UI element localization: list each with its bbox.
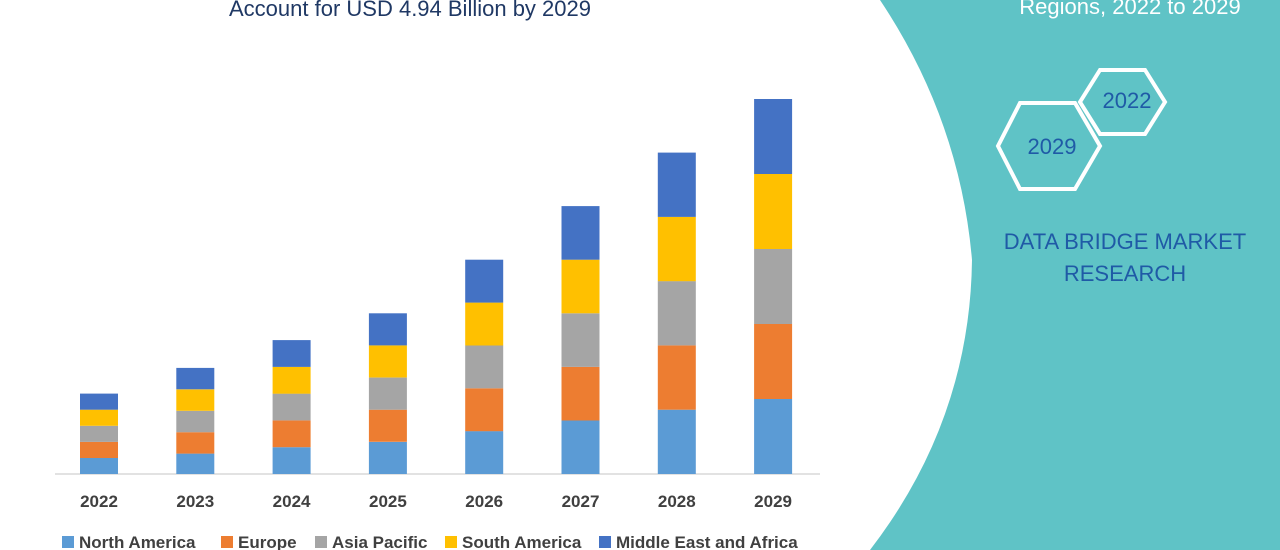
bar-segment-2025-south-america [368, 345, 407, 378]
bar-segment-2026-asia-pacific [465, 345, 504, 389]
bar-segment-2023-south-america [176, 389, 215, 411]
side-panel-title: Regions, 2022 to 2029 [1019, 0, 1241, 19]
bar-segment-2029-north-america [754, 399, 793, 474]
hexagon-2022 [1077, 68, 1168, 136]
legend-swatch-south-america [445, 536, 457, 548]
legend-label-middle-east-and-africa: Middle East and Africa [616, 533, 798, 550]
bar-segment-2022-middle-east-and-africa [80, 393, 118, 410]
bar-segment-2023-europe [176, 432, 215, 454]
bar-segment-2028-middle-east-and-africa [657, 152, 696, 217]
bar-segment-2022-europe [80, 441, 118, 458]
teal-side-panel [870, 0, 1280, 550]
bar-segment-2027-north-america [561, 420, 600, 474]
bar-segment-2026-south-america [465, 302, 504, 346]
bar-segment-2023-middle-east-and-africa [176, 367, 215, 390]
legend-swatch-asia-pacific [315, 536, 327, 548]
x-tick-2024: 2024 [273, 492, 311, 511]
bar-segment-2026-middle-east-and-africa [465, 259, 504, 303]
bar-segment-2026-north-america [465, 431, 504, 474]
bar-segment-2028-north-america [657, 409, 696, 474]
bar-segment-2025-middle-east-and-africa [368, 313, 407, 346]
x-tick-2025: 2025 [369, 492, 407, 511]
bar-segment-2024-asia-pacific [272, 393, 311, 421]
bars-group [80, 99, 793, 474]
bar-segment-2027-middle-east-and-africa [561, 206, 600, 260]
bar-segment-2029-asia-pacific [754, 249, 793, 324]
x-tick-2029: 2029 [754, 492, 792, 511]
legend-label-north-america: North America [79, 533, 196, 550]
hex-year-2029-label: 2029 [1027, 134, 1077, 159]
legend-swatch-middle-east-and-africa [599, 536, 611, 548]
bar-segment-2025-north-america [368, 441, 407, 474]
bar-segment-2025-asia-pacific [368, 377, 407, 410]
bar-segment-2028-asia-pacific [657, 281, 696, 346]
bar-segment-2025-europe [368, 409, 407, 442]
bar-segment-2027-europe [561, 366, 600, 421]
bar-segment-2029-south-america [754, 174, 793, 249]
bar-segment-2024-north-america [272, 447, 311, 474]
hex-year-2022-label: 2022 [1102, 88, 1152, 113]
bar-segment-2026-europe [465, 388, 504, 432]
bar-segment-2022-asia-pacific [80, 425, 118, 442]
legend-label-europe: Europe [238, 533, 297, 550]
bar-segment-2028-south-america [657, 216, 696, 282]
bar-segment-2024-south-america [272, 366, 311, 394]
x-tick-2028: 2028 [658, 492, 696, 511]
bar-segment-2022-south-america [80, 409, 118, 426]
bar-segment-2023-asia-pacific [176, 410, 215, 433]
legend-label-asia-pacific: Asia Pacific [332, 533, 427, 550]
x-tick-2027: 2027 [562, 492, 600, 511]
chart-title: Account for USD 4.94 Billion by 2029 [229, 0, 591, 21]
bar-segment-2022-north-america [80, 457, 118, 474]
x-tick-2026: 2026 [465, 492, 503, 511]
x-tick-2022: 2022 [80, 492, 118, 511]
bar-segment-2027-south-america [561, 259, 600, 314]
legend-swatch-north-america [62, 536, 74, 548]
x-tick-labels: 2022 2023 2024 2025 2026 2027 2028 2029 [80, 492, 792, 511]
bar-segment-2024-europe [272, 420, 311, 448]
bar-segment-2028-europe [657, 345, 696, 410]
brand-line-1: DATA BRIDGE MARKET [1003, 229, 1247, 254]
bar-segment-2024-middle-east-and-africa [272, 340, 311, 367]
bar-segment-2027-asia-pacific [561, 313, 600, 367]
bar-segment-2023-north-america [176, 453, 215, 474]
bar-segment-2029-europe [754, 324, 793, 399]
brand-line-2: RESEARCH [1063, 261, 1187, 286]
legend: North America Europe Asia Pacific South Ame… [62, 533, 798, 550]
x-tick-2023: 2023 [176, 492, 214, 511]
legend-label-south-america: South America [462, 533, 582, 550]
bar-segment-2029-middle-east-and-africa [754, 99, 793, 174]
legend-swatch-europe [221, 536, 233, 548]
hexagon-2029 [995, 101, 1103, 191]
brand-name: DATA BRIDGE MARKET RESEARCH [990, 226, 1260, 290]
